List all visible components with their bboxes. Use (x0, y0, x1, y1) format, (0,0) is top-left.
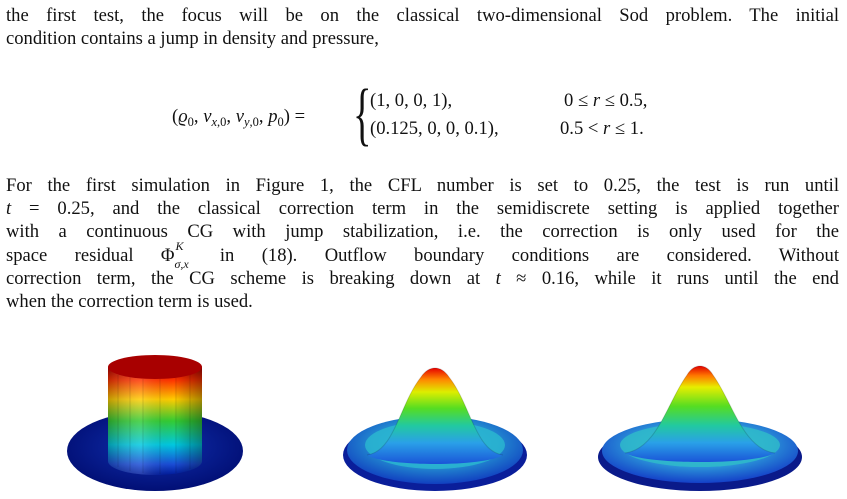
intro-paragraph: the first test, the focus will be on the… (6, 4, 839, 50)
equation-case1-value: (1, 0, 0, 1), (370, 90, 453, 111)
body-paragraph: For the first simulation in Figure 1, th… (6, 174, 839, 313)
equation-case2-value: (0.125, 0, 0, 0.1), (370, 118, 499, 139)
cylinder-top (108, 355, 202, 379)
intro-line-1: the first test, the focus will be on the… (6, 5, 839, 26)
equation-case1-condition: 0 ≤ r ≤ 0.5, (564, 90, 648, 111)
body-line-5: correction term, the CG scheme is breaki… (6, 267, 839, 289)
cylinder-shading (108, 367, 202, 475)
solution-peak-outline (366, 367, 504, 456)
corrected-solution-plot (598, 365, 802, 491)
equation-brace: { (353, 76, 372, 153)
corrected-peak-outline (624, 365, 776, 454)
equation-case2-condition: 0.5 < r ≤ 1. (560, 118, 644, 139)
corrected-peak (625, 366, 775, 462)
equation-lhs: (ϱ0, vx,0, vy,0, p0) = (172, 106, 306, 129)
body-line-6: when the correction term is used. (6, 291, 253, 313)
body-line-2: t = 0.25, and the classical correction t… (6, 198, 839, 220)
solution-peak (367, 368, 503, 464)
intro-line-2: condition contains a jump in density and… (6, 28, 379, 50)
figure-row (0, 355, 847, 499)
cg-solution-plot (343, 367, 527, 491)
cylinder-streaks (117, 375, 191, 474)
body-line-1: For the first simulation in Figure 1, th… (6, 175, 839, 196)
initial-condition-plot (67, 355, 243, 491)
body-line-3: with a continuous CG with jump stabiliza… (6, 221, 839, 243)
